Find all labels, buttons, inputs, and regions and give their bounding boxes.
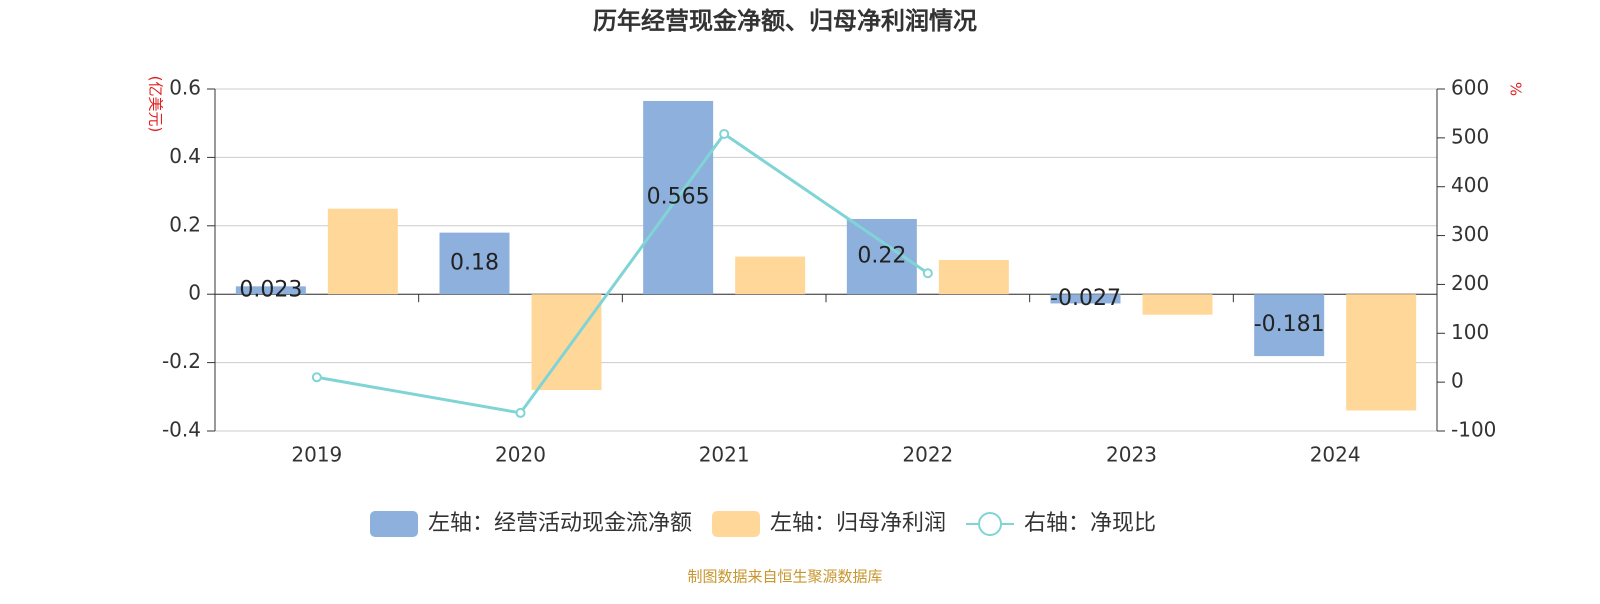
- x-tick-label: 2022: [902, 443, 953, 467]
- legend-swatch: [978, 512, 1003, 536]
- line-point: [922, 268, 933, 279]
- y-tick-label: 0.6: [169, 76, 201, 100]
- y-tick-label: -0.2: [162, 349, 201, 373]
- y-tick-label: 0: [188, 281, 201, 305]
- y-tick-label: -0.4: [162, 418, 201, 442]
- x-tick-label: 2024: [1310, 443, 1361, 467]
- bar: [235, 286, 306, 295]
- data-label: 0.565: [647, 185, 710, 210]
- legend-label: 左轴：归母净利润: [770, 511, 946, 536]
- bar: [531, 294, 602, 390]
- data-label: -0.027: [1050, 286, 1121, 311]
- chart-title: 历年经营现金净额、归母净利润情况: [593, 7, 977, 35]
- x-tick-label: 2019: [291, 443, 342, 467]
- bar: [735, 256, 806, 295]
- data-label: 0.023: [239, 277, 302, 302]
- bar: [439, 232, 510, 295]
- source: 制图数据来自恒生聚源数据库: [687, 568, 882, 586]
- line-point: [719, 128, 730, 139]
- legend-label: 左轴：经营活动现金流净额: [428, 511, 692, 536]
- bar: [1346, 294, 1417, 411]
- legend-swatch: [370, 511, 418, 537]
- y2-tick-label: 200: [1451, 271, 1489, 295]
- y2-tick-label: 0: [1451, 369, 1464, 393]
- bar: [327, 208, 398, 295]
- line-point: [311, 372, 322, 383]
- bar: [1142, 294, 1213, 315]
- y2-tick-label: 300: [1451, 222, 1489, 246]
- x-tick-label: 2020: [495, 443, 546, 467]
- legend-swatch: [712, 511, 761, 537]
- legend-label: 右轴：净现比: [1024, 511, 1156, 536]
- x-tick-label: 2021: [699, 443, 750, 467]
- y2-tick-label: 600: [1451, 76, 1489, 100]
- data-label: 0.18: [450, 250, 499, 275]
- y2-tick-label: 400: [1451, 173, 1489, 197]
- y2-axis-label: %: [1507, 82, 1525, 96]
- y-tick-label: 0.4: [169, 144, 201, 168]
- y2-tick-label: 500: [1451, 124, 1489, 148]
- bar: [1050, 294, 1121, 304]
- bar: [1254, 294, 1325, 357]
- y-axis-label: (亿美元): [147, 76, 165, 133]
- data-label: -0.181: [1254, 312, 1325, 337]
- line: [316, 131, 929, 415]
- x-tick-label: 2023: [1106, 443, 1157, 467]
- y2-tick-label: 100: [1451, 320, 1489, 344]
- y2-tick-label: -100: [1451, 418, 1496, 442]
- data-label: 0.22: [857, 244, 906, 269]
- line-point: [515, 407, 526, 418]
- bar: [938, 260, 1009, 295]
- y-tick-label: 0.2: [169, 212, 201, 236]
